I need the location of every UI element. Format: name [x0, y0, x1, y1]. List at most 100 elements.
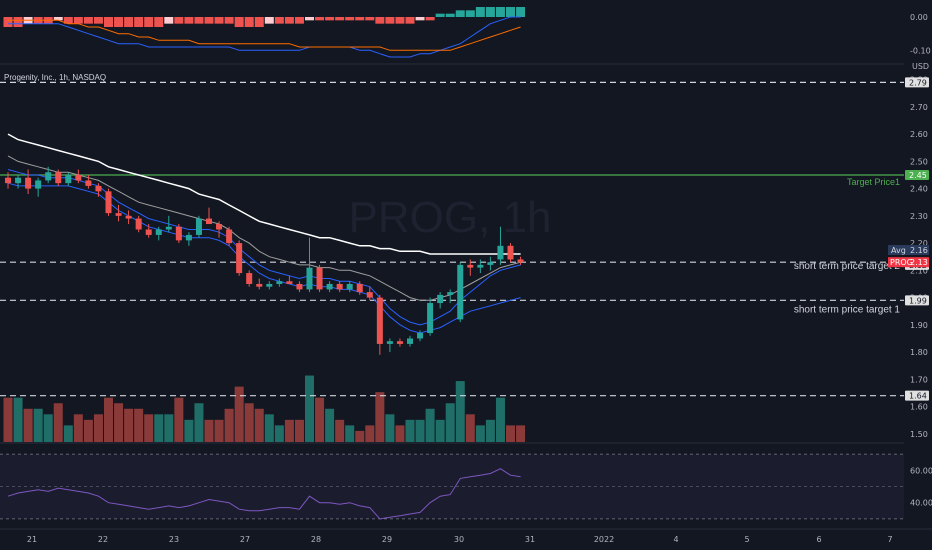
time-axis[interactable]: 21 22 23 27 28 29 30 31 2022 4 5 6 7	[27, 535, 893, 544]
candle-body	[185, 234, 192, 241]
price-tick-label: 2.60	[910, 130, 928, 139]
volume-bar	[375, 392, 385, 442]
candle-body	[5, 177, 11, 184]
volume-bar	[93, 414, 103, 442]
volume-bar	[385, 414, 395, 442]
price-target-1-badge-bg	[905, 295, 929, 306]
macd-histogram-bar	[294, 17, 304, 24]
time-tick-label: 31	[525, 535, 535, 544]
volume-bar	[154, 414, 164, 442]
volume-bar	[33, 408, 43, 442]
price-target-1-label: short term price target 1	[794, 304, 901, 315]
price-tick-label: 1.80	[910, 348, 928, 357]
volume-bar	[294, 419, 304, 442]
macd-histogram-bar	[506, 7, 515, 17]
time-tick-label: 4	[673, 535, 678, 544]
macd-histogram-bar	[345, 17, 355, 21]
volume-bar	[53, 403, 63, 442]
volume-bar	[214, 419, 224, 442]
macd-histogram-bar	[73, 17, 83, 24]
macd-histogram-bar	[104, 17, 113, 27]
time-tick-label: 29	[382, 535, 392, 544]
prog-badge-label: PROG	[890, 258, 913, 267]
rsi-axis[interactable]: 60.00 40.00	[910, 466, 932, 507]
macd-histogram-bar	[194, 17, 204, 24]
volume-bar	[355, 430, 365, 442]
price-tick-label: 1.70	[910, 375, 928, 384]
top-level-badge-value: 2.79	[909, 78, 927, 87]
volume-bar	[365, 425, 375, 442]
volume-bar	[194, 403, 204, 442]
candlesticks	[5, 166, 524, 355]
symbol-watermark: PROG, 1h	[349, 193, 552, 242]
volume-bar	[315, 397, 325, 442]
macd-histogram-bar	[274, 17, 284, 24]
volume-bar	[234, 386, 244, 442]
macd-tick-label: 0.00	[910, 13, 928, 22]
price-tick-label: 1.50	[910, 430, 928, 439]
macd-tick-label: -0.10	[910, 46, 931, 55]
macd-histogram-bar	[204, 17, 214, 24]
macd-histogram-bar	[335, 17, 345, 21]
candle-body	[336, 283, 343, 290]
target-price-badge-bg	[905, 169, 929, 180]
volume-bar	[124, 408, 134, 442]
macd-histogram-bar	[63, 17, 73, 24]
volume-bar	[264, 414, 274, 442]
target-price-badge-value: 2.45	[909, 171, 927, 180]
candle-body	[346, 283, 353, 290]
candle-body	[65, 174, 72, 184]
macd-histogram-bar	[355, 17, 365, 21]
candle-body	[145, 229, 152, 235]
volume-bar	[83, 419, 93, 442]
volume-bar	[475, 425, 485, 442]
candle-body	[276, 281, 283, 284]
volume-bar	[224, 408, 234, 442]
volume-bar	[506, 425, 515, 442]
candle-body	[417, 333, 424, 339]
time-tick-label: 7	[887, 535, 892, 544]
chart-title: Progenity, Inc., 1h, NASDAQ	[4, 73, 106, 82]
top-level-badge-bg	[905, 77, 929, 88]
time-tick-label: 21	[27, 535, 37, 544]
macd-axis[interactable]: 0.00 -0.10	[910, 13, 931, 55]
rsi-tick-label: 40.00	[910, 499, 932, 508]
rsi-line	[7, 468, 521, 520]
candle-body	[25, 177, 32, 189]
macd-histogram-bar	[365, 17, 375, 21]
candle-body	[206, 218, 212, 225]
candle-body	[477, 264, 484, 268]
candle-body	[517, 259, 524, 263]
price-tick-label: 2.10	[910, 266, 928, 275]
macd-histogram-bar	[174, 17, 184, 24]
candle-body	[447, 292, 454, 295]
candle-body	[155, 229, 162, 235]
macd-histogram-bar	[485, 7, 495, 17]
macd-histogram-bar	[93, 17, 103, 24]
candle-body	[45, 172, 52, 181]
avg-badge-label: Avg	[891, 246, 906, 255]
volume-bar	[415, 419, 425, 442]
candle-body	[175, 226, 182, 241]
candle-body	[256, 283, 263, 287]
macd-histogram-bar	[445, 13, 455, 17]
candle-body	[115, 213, 122, 216]
candle-body	[135, 218, 142, 230]
candle-body	[507, 245, 514, 260]
volume-bar	[395, 425, 405, 442]
volume-bar	[73, 414, 83, 442]
price-tick-label: 2.40	[910, 185, 928, 194]
candle-body	[457, 264, 464, 320]
low-level-badge-bg	[905, 390, 929, 401]
macd-signal-line	[8, 19, 521, 51]
macd-histogram-bar	[83, 17, 93, 24]
volume-bar	[174, 397, 184, 442]
macd-histogram-bar	[13, 17, 23, 27]
time-tick-label: 6	[816, 535, 821, 544]
candle-body	[306, 267, 313, 290]
candle-body	[326, 283, 333, 290]
volume-bar	[23, 408, 33, 442]
moving-average-blue	[7, 169, 521, 326]
candle-body	[376, 297, 383, 344]
